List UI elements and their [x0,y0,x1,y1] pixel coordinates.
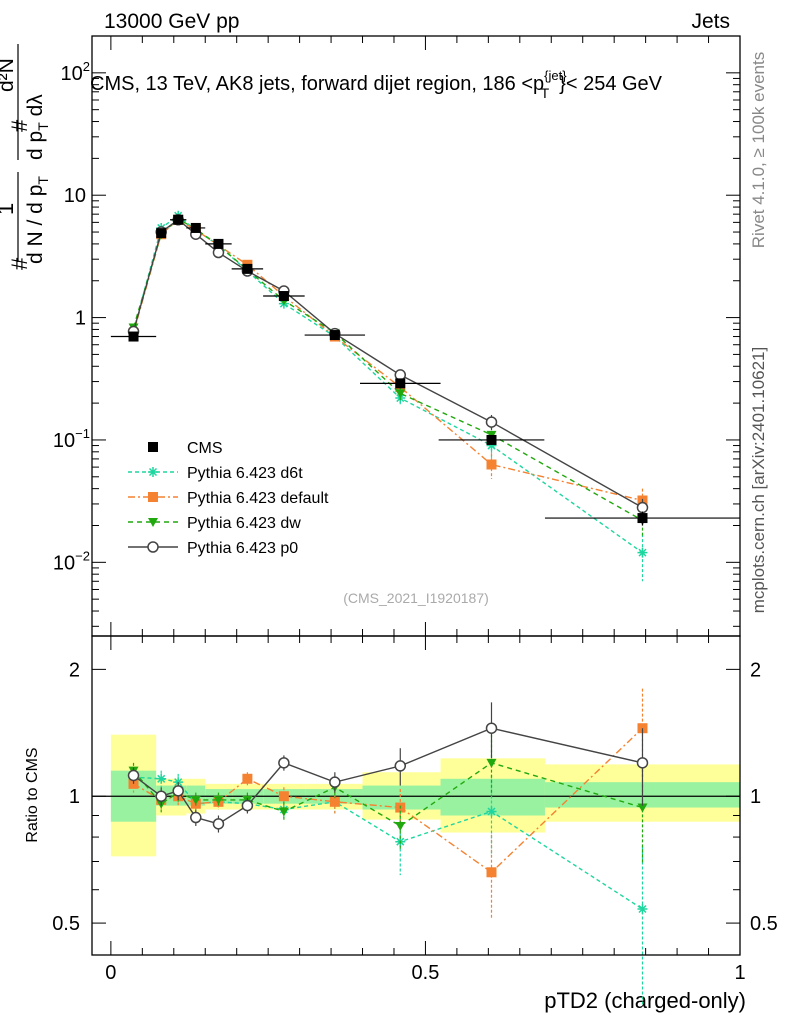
main-ytick-label-1: 10−1 [53,426,90,452]
main-data-point-5 [242,263,253,274]
ratio-ytick-label-r-1: 1 [750,786,761,808]
ratio-d6t-point-9 [486,806,497,817]
main-ytick-label-4: 102 [61,59,90,85]
main-d6t-point-9 [486,440,497,451]
main-data-point-4 [213,238,224,249]
ratio-ytick-label-0: 0.5 [52,913,80,935]
ratio-default-point-5 [242,773,253,784]
ratio-dw-point-6 [278,807,289,817]
main-data-point-3 [190,222,201,233]
ratio-ytick-label-1: 1 [69,786,80,808]
main-data-point-0 [128,331,139,342]
legend-label-p0: Pythia 6.423 p0 [187,540,298,557]
main-data-point-9 [486,434,497,445]
main-p0-point-4 [212,246,225,259]
ratio-p0-point-5 [241,799,254,812]
ratio-d6t-point-1 [156,773,167,784]
main-data-point-1 [156,228,167,239]
ylabel-hash1: # [7,257,32,270]
ratio-frame [91,635,741,956]
main-p0-point-9 [485,416,498,428]
ratio-dw-point-4 [213,795,224,805]
legend-label-default: Pythia 6.423 default [187,490,329,507]
ylabel-frac2-den: d pT dλ [24,94,51,160]
axes: 10−2 10−1 1 10 102 0.5 0.5 1 1 2 2 0 0.5 1 [52,35,778,984]
main-plot [110,210,740,582]
ratio-p0-point-4 [212,818,225,830]
xtick-label-1: 0.5 [412,962,440,984]
chart-title: CMS, 13 TeV, AK8 jets, forward dijet reg… [90,68,663,101]
ylabel-frac2-num: d²N [0,58,18,92]
legend-label-dw: Pythia 6.423 dw [187,515,301,532]
xtick-label-0: 0 [105,962,116,984]
legend-marker-dw [148,518,158,527]
ratio-ytick-label-r-2: 2 [750,659,761,681]
main-default-point-9 [486,459,497,470]
ratio-dw-point-10 [637,803,648,813]
ratio-d6t-point-10 [637,904,648,915]
ratio-p0-point-7 [329,776,341,788]
ratio-ytick-label-2: 2 [69,659,80,681]
main-ytick-label-0: 10−2 [53,548,90,574]
ratio-ytick-label-r-0: 0.5 [750,913,778,935]
ratio-p0-point-3 [190,811,202,824]
ratio-default-point-9 [486,867,497,878]
ratio-p0-point-2 [172,785,184,797]
band-inner-7 [362,785,441,810]
main-default-line [132,218,643,502]
main-data-point-6 [278,291,289,302]
site-label: mcplots.cern.ch [arXiv:2401.10621] [749,347,768,613]
ratio-p0-point-10 [636,757,649,769]
legend-label-data: CMS [187,440,223,457]
process-label: Jets [691,10,730,33]
legend-marker-data [148,442,158,452]
main-ytick-label-3: 10 [64,185,86,207]
main-dw-point-8 [395,389,406,399]
legend-label-d6t: Pythia 6.423 d6t [187,465,303,482]
legend-marker-default [148,492,158,502]
ratio-p0-point-8 [394,760,407,772]
analysis-id: (CMS_2021_I1920187) [343,590,489,606]
ratio-plot [127,688,649,1005]
rivet-label: Rivet 4.1.0, ≥ 100k events [749,52,768,248]
ratio-ylabel: Ratio to CMS [24,747,41,842]
main-ytick-label-2: 1 [75,308,86,330]
ratio-dw-point-3 [190,795,201,805]
xtick-label-2: 1 [734,962,745,984]
x-axis-label: pTD2 (charged-only) [544,988,746,1013]
ylabel-den: d N / d pT [24,176,51,264]
ratio-p0-point-9 [485,722,498,734]
main-ylabel: # 1 d N / d pT # d²N d pT dλ [0,44,51,270]
ratio-default-point-7 [329,796,340,807]
legend-marker-p0 [147,541,159,553]
energy-label: 13000 GeV pp [104,10,239,33]
legend-marker-d6t [148,467,158,477]
ratio-dw-point-9 [486,758,497,768]
main-data-point-2 [173,214,184,225]
ylabel-hash2: # [7,119,32,132]
main-data-point-8 [395,378,406,389]
legend: CMS Pythia 6.423 d6t Pythia 6.423 default P… [128,440,329,557]
main-data-point-10 [637,513,648,524]
ratio-default-point-6 [278,791,289,802]
ratio-p0-point-1 [155,790,167,802]
ratio-p0-point-6 [278,757,290,769]
main-data-point-7 [329,330,340,341]
ratio-dw-point-8 [395,821,406,831]
main-d6t-point-10 [637,547,648,558]
ratio-dw-line [132,762,643,827]
ratio-p0-point-0 [127,769,140,782]
ylabel-one: 1 [0,203,18,215]
main-p0-point-10 [636,501,649,514]
